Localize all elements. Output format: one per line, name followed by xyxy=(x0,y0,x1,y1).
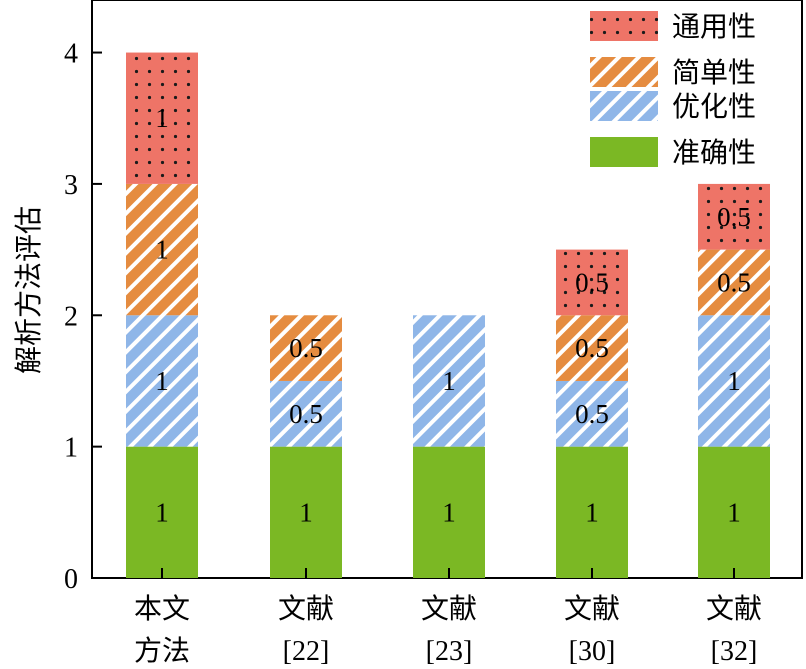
data-label-3-3: 0.5 xyxy=(575,267,609,297)
legend-swatch-3 xyxy=(590,11,658,41)
bar-segment-3-1 xyxy=(556,380,628,447)
legend-label-2: 简单性 xyxy=(672,57,756,89)
bar-segment-4-1 xyxy=(698,315,770,447)
data-label-2-0: 1 xyxy=(442,497,456,527)
x-tick-label-2-0: 文献 xyxy=(421,593,477,625)
bar-segment-3-0 xyxy=(556,446,628,578)
legend-swatch-2 xyxy=(590,57,658,87)
y-tick-label-0: 0 xyxy=(64,564,78,595)
x-tick-label-4-1: [32] xyxy=(711,636,758,667)
bar-segment-3-2 xyxy=(556,315,628,381)
bar-segment-1-1 xyxy=(270,380,342,447)
data-label-4-3: 0.5 xyxy=(717,202,751,232)
y-tick-label-4: 4 xyxy=(64,39,78,70)
legend-label-0: 准确性 xyxy=(672,137,756,169)
legend-swatch-0 xyxy=(590,137,658,167)
bar-segment-1-0 xyxy=(270,446,342,578)
legend-label-3: 通用性 xyxy=(672,11,756,43)
bar-segment-0-2 xyxy=(126,183,198,316)
x-tick-label-0-0: 本文 xyxy=(134,593,190,625)
data-label-4-2: 0.5 xyxy=(717,267,751,297)
data-label-2-1: 1 xyxy=(442,366,456,396)
data-label-1-2: 0.5 xyxy=(289,333,323,363)
data-label-1-0: 1 xyxy=(299,497,313,527)
y-tick-label-2: 2 xyxy=(64,301,78,332)
bar-segment-2-1 xyxy=(413,315,485,447)
bars-group: 1 1 1 1 1 0.5 0.5 1 1 1 0.5 0.5 0.5 1 1 0.5 0.5 xyxy=(126,52,770,578)
data-label-3-2: 0.5 xyxy=(575,333,609,363)
data-label-0-1: 1 xyxy=(155,366,169,396)
bar-segment-4-0 xyxy=(698,446,770,578)
bar-segment-4-3 xyxy=(698,183,770,250)
y-axis-title: 解析方法评估 xyxy=(13,206,45,374)
x-tick-label-3-1: [30] xyxy=(569,636,616,667)
bar-segment-1-2 xyxy=(270,315,342,381)
bar-segment-0-3 xyxy=(126,52,198,184)
bar-segment-0-0 xyxy=(126,446,198,578)
data-label-0-2: 1 xyxy=(155,235,169,265)
x-tick-label-3-0: 文献 xyxy=(564,593,620,625)
data-label-4-1: 1 xyxy=(727,366,741,396)
data-label-0-3: 1 xyxy=(155,103,169,133)
x-tick-label-0-1: 方法 xyxy=(134,635,190,667)
bar-segment-2-0 xyxy=(413,446,485,578)
y-tick-label-3: 3 xyxy=(64,170,78,201)
data-label-1-1: 0.5 xyxy=(289,399,323,429)
data-label-3-1: 0.5 xyxy=(575,399,609,429)
x-tick-label-2-1: [23] xyxy=(426,636,473,667)
data-label-3-0: 1 xyxy=(585,497,599,527)
bar-segment-3-3 xyxy=(556,249,628,316)
x-tick-label-1-1: [22] xyxy=(283,636,330,667)
x-tick-label-1-0: 文献 xyxy=(278,593,334,625)
bar-segment-4-2 xyxy=(698,249,770,316)
legend-label-1: 优化性 xyxy=(672,91,756,123)
x-tick-label-4-0: 文献 xyxy=(706,593,762,625)
data-label-4-0: 1 xyxy=(727,497,741,527)
legend-swatch-1 xyxy=(590,91,658,121)
bar-segment-0-1 xyxy=(126,315,198,447)
y-axis: 0 1 2 3 4 xyxy=(64,39,102,595)
data-label-0-0: 1 xyxy=(155,497,169,527)
y-tick-label-1: 1 xyxy=(64,433,78,464)
